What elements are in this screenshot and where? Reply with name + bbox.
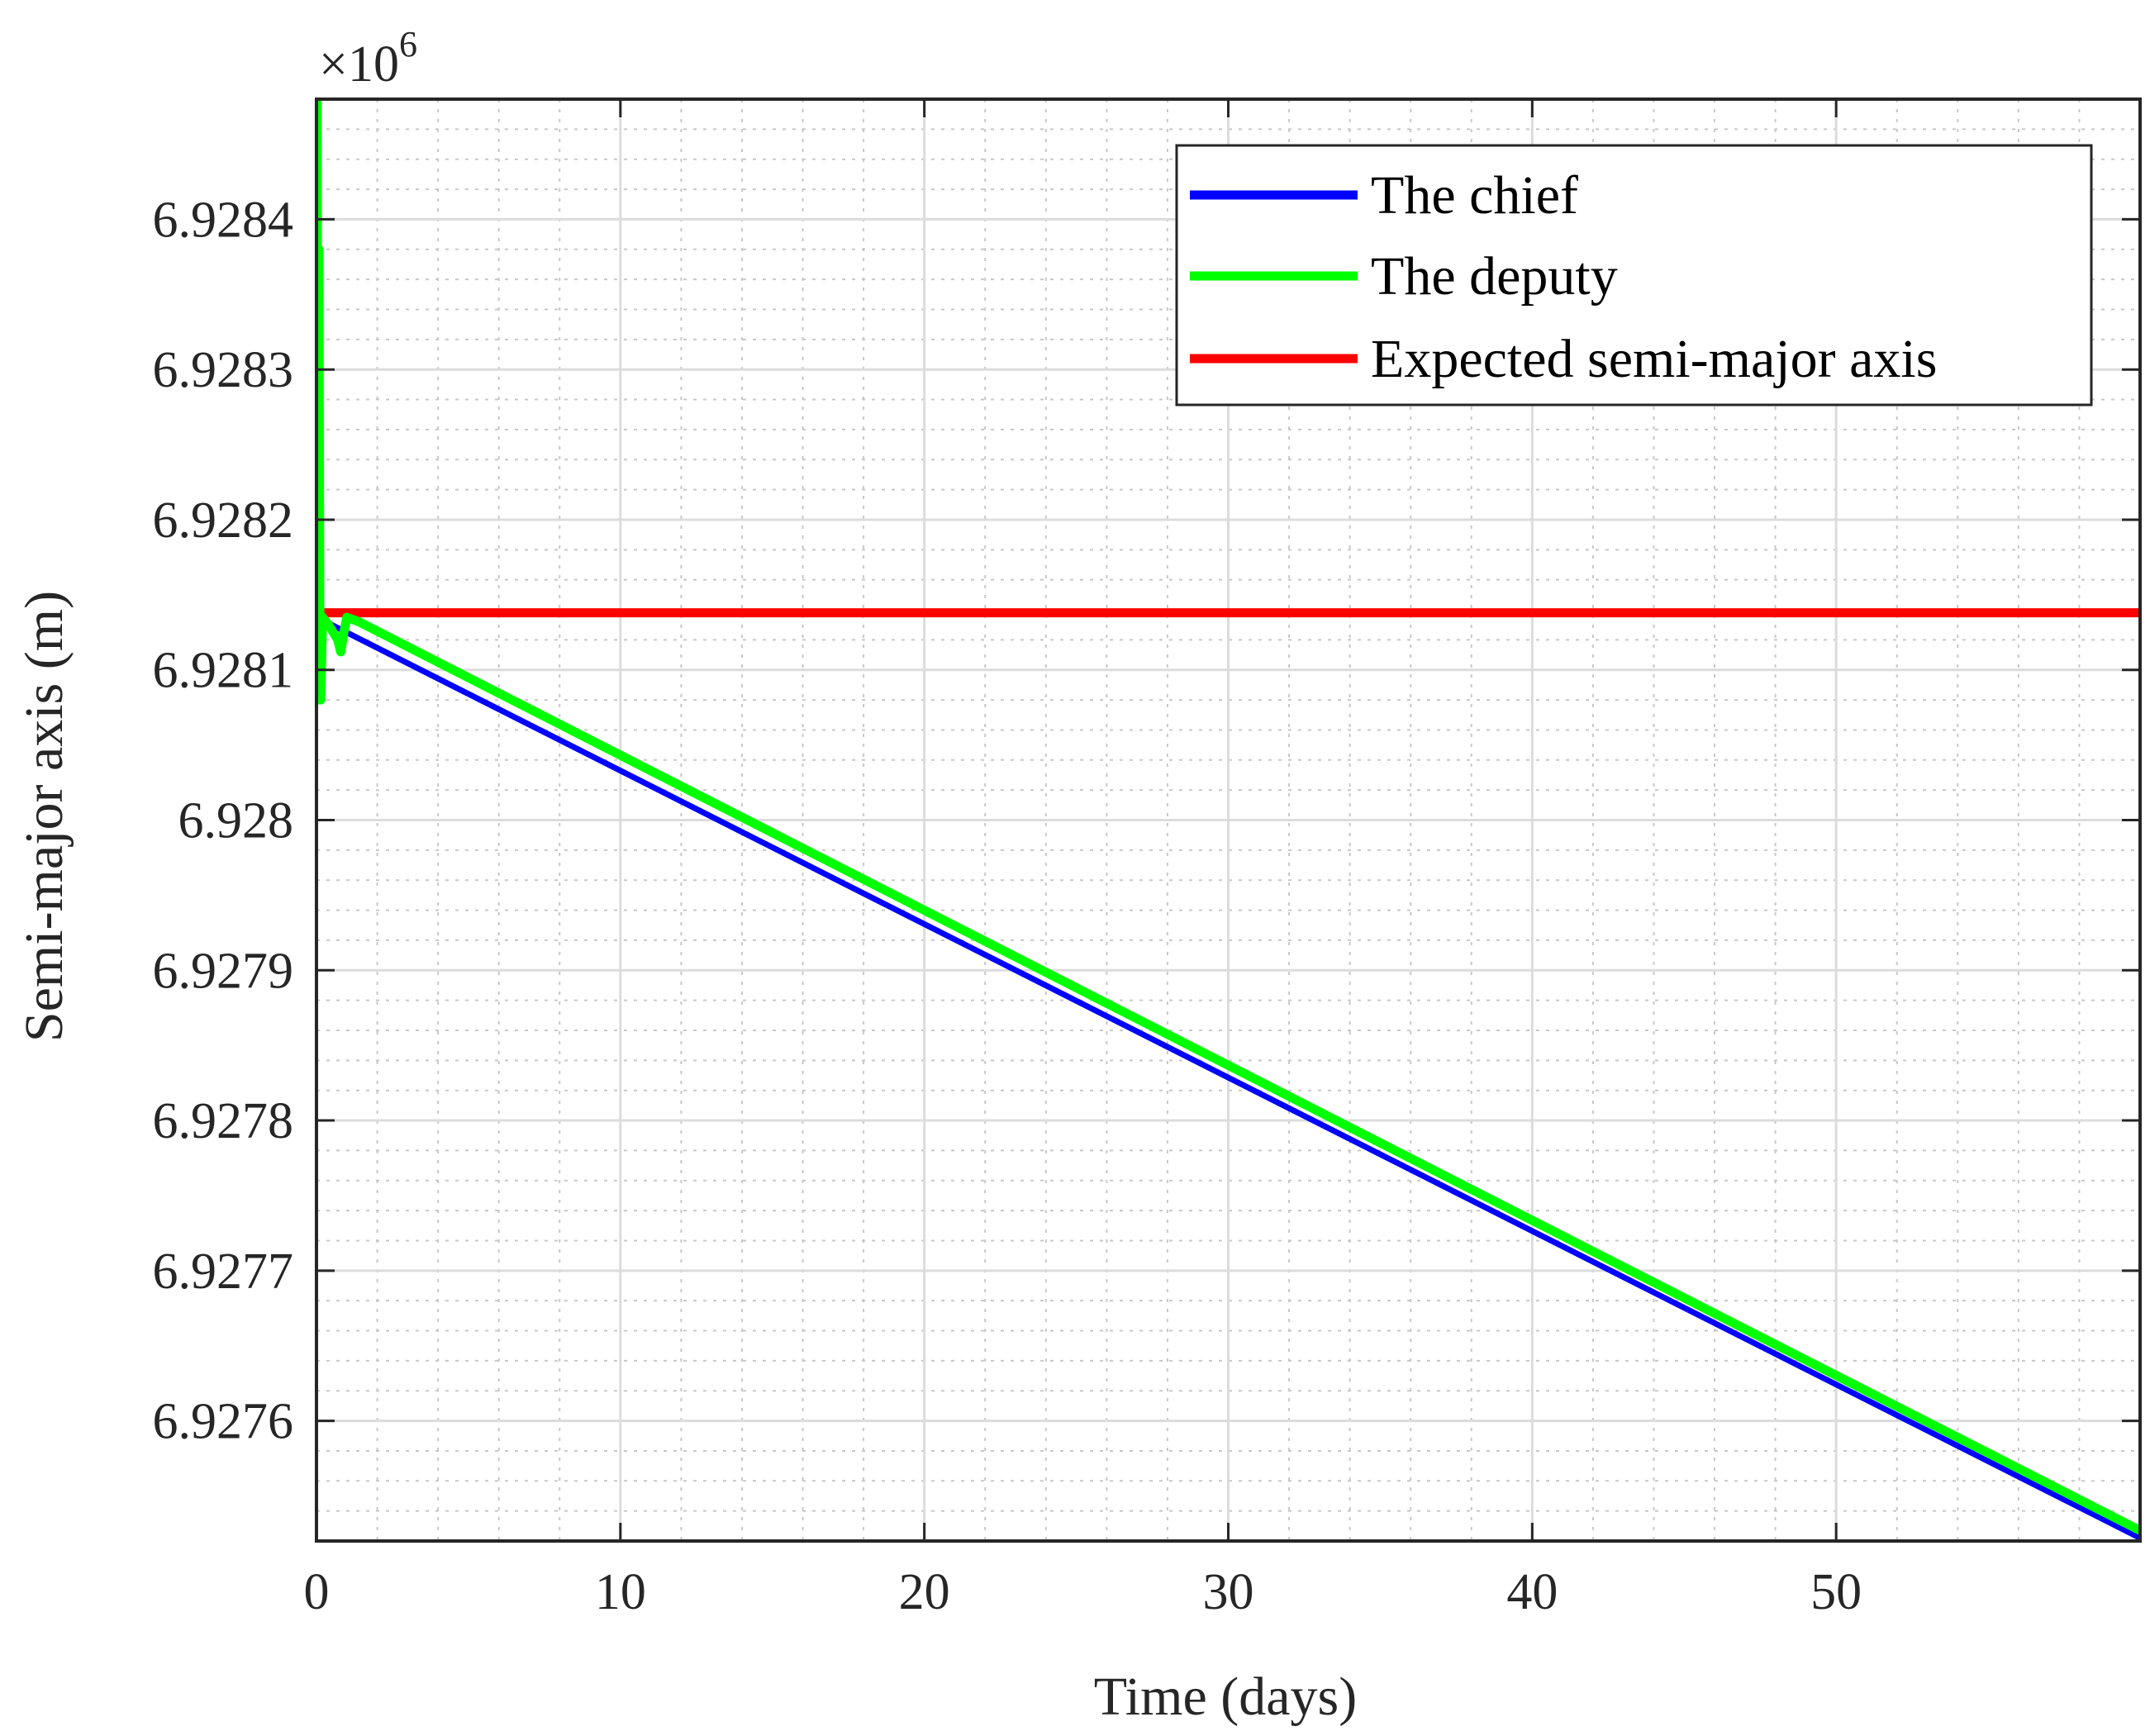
x-tick-labels: 0 10 20 30 40 50 [304,1564,1862,1620]
x-tick-label: 10 [595,1564,646,1620]
y-tick-labels: 6.9276 6.9277 6.9278 6.9279 6.928 6.9281 6.928… [153,192,294,1449]
series-line-the-deputy [316,99,2140,1535]
y-tick-label: 6.9279 [153,943,294,999]
legend-label: Expected semi-major axis [1371,329,1937,389]
y-tick-label: 6.9277 [153,1244,294,1300]
x-tick-label: 50 [1810,1564,1862,1620]
axis-ticks [315,99,2140,1541]
y-tick-label: 6.9281 [153,643,294,699]
x-tick-label: 0 [304,1564,330,1620]
y-axis-label: Semi-major axis (m) [14,591,74,1042]
y-tick-label: 6.9283 [153,342,294,398]
y-tick-label: 6.9284 [153,192,294,248]
legend: The chief The deputy Expected semi-major a… [1175,144,2093,407]
x-axis-label: Time (days) [1094,1667,1357,1727]
legend-label: The deputy [1371,246,1618,307]
legend-label: The chief [1371,165,1578,226]
y-tick-label: 6.928 [178,793,294,849]
y-tick-label: 6.9278 [153,1093,294,1149]
y-tick-label: 6.9282 [153,492,294,549]
series-layer [316,99,2140,1541]
y-exponent-label: ×106 [319,24,417,93]
x-tick-label: 20 [899,1564,950,1620]
y-tick-label: 6.9276 [153,1394,294,1450]
x-tick-label: 40 [1506,1564,1558,1620]
x-tick-label: 30 [1203,1564,1254,1620]
